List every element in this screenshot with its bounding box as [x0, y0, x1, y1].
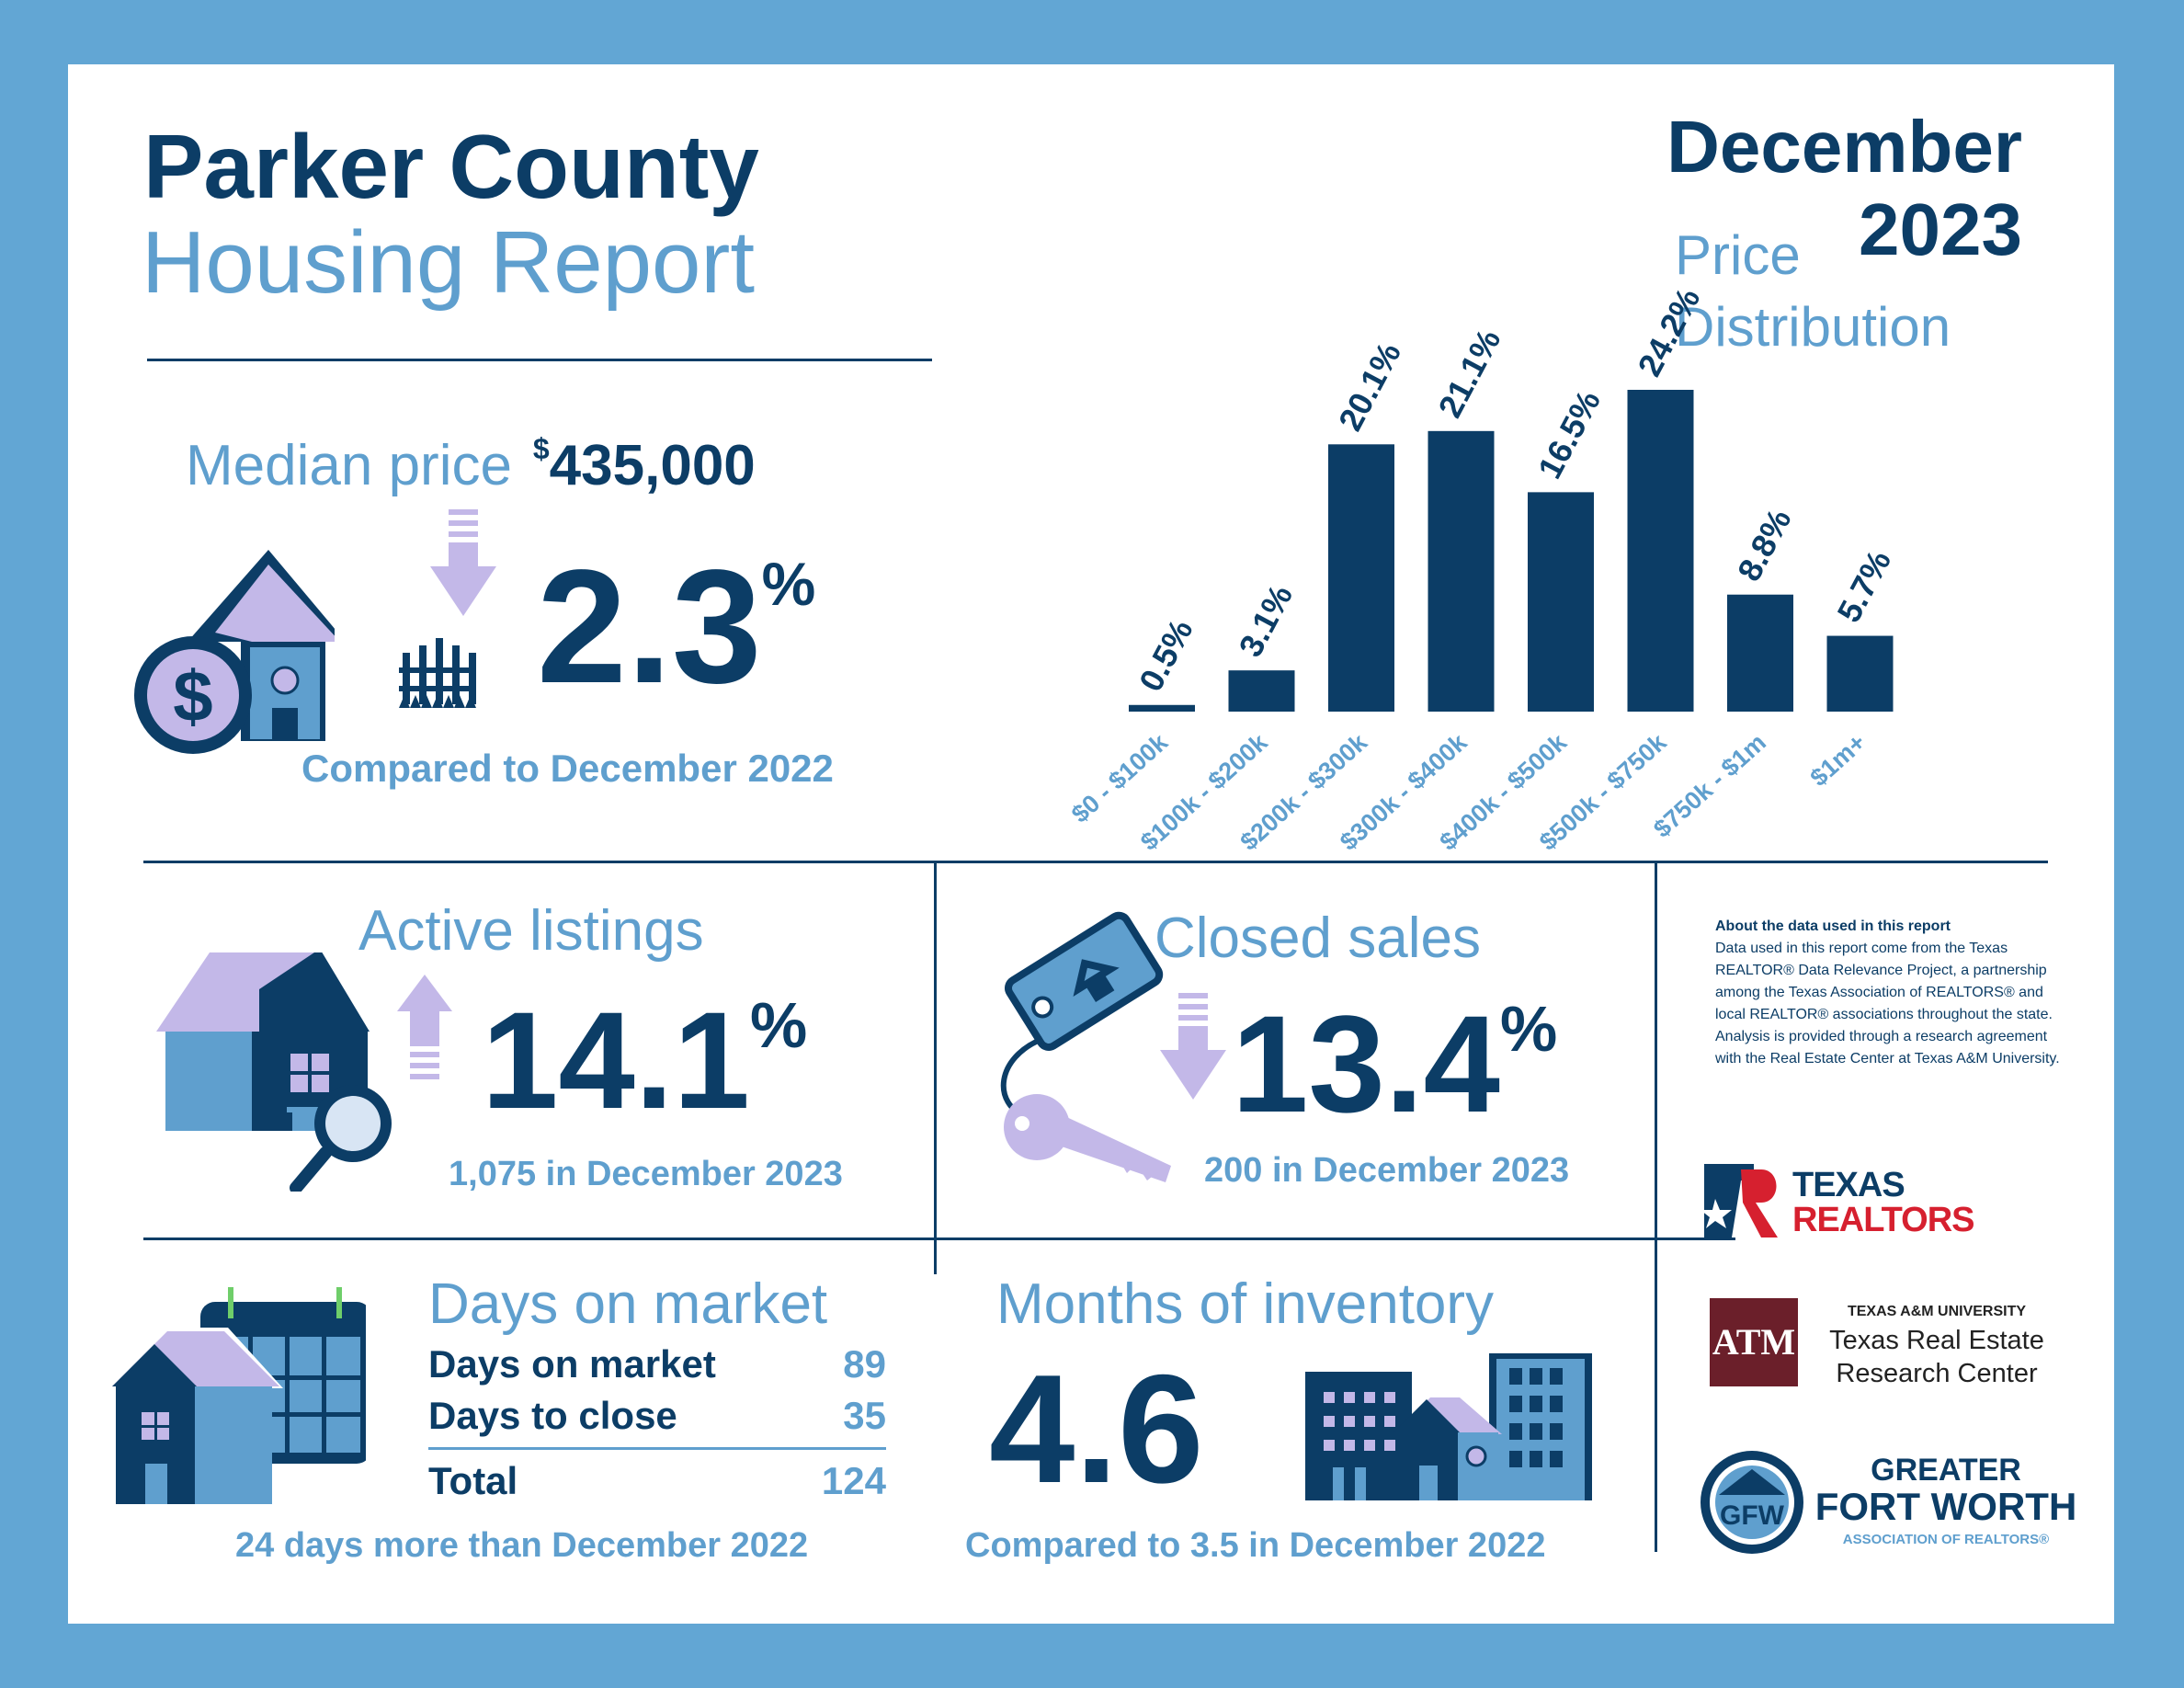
gfw-mark-icon: GFW [1701, 1451, 1803, 1554]
gfw-line2: FORT WORTH [1814, 1485, 2077, 1528]
bar-4 [1528, 492, 1594, 712]
price-distribution-title-1: Price [1675, 224, 1801, 286]
days-table: Days on market 89 Days to close 35 Total… [428, 1342, 886, 1511]
section-divider-top [143, 861, 2048, 863]
months-inventory-label: Months of inventory [996, 1272, 1495, 1336]
days-total-label: Total [428, 1459, 518, 1502]
median-price-line: Median price $435,000 [186, 434, 756, 495]
days-row-value: 35 [843, 1394, 886, 1437]
price-distribution-title-2: Distribution [1675, 296, 1951, 358]
bar-value-label-2: 20.1% [1331, 336, 1408, 437]
texas-realtors-logo: TEXAS REALTORS [1704, 1164, 1980, 1243]
category-label-7: $1m+ [1805, 728, 1871, 792]
gfw-line1: GREATER [1871, 1453, 2021, 1488]
title-divider [147, 359, 932, 361]
days-total-divider [428, 1447, 886, 1450]
active-listings-change-unit: % [749, 989, 808, 1061]
days-row: Days on market 89 [428, 1342, 886, 1394]
closed-sales-label: Closed sales [1155, 907, 1481, 970]
median-price-change: 2.3% [537, 546, 815, 708]
bar-value-label-3: 21.1% [1430, 323, 1507, 423]
arrow-up-icon [397, 975, 452, 1079]
tamu-mark: ATM [1710, 1298, 1798, 1386]
about-body: Data used in this report come from the T… [1715, 941, 2060, 1066]
tamu-logo: ATM TEXAS A&M UNIVERSITY Texas Real Esta… [1710, 1298, 2059, 1390]
days-on-market-title: Days on market [428, 1272, 828, 1336]
tamu-line1: Texas Real Estate [1829, 1326, 2044, 1355]
days-total-row: Total 124 [428, 1459, 886, 1511]
closed-sales-change-number: 13.4 [1232, 987, 1500, 1141]
buildings-icon [1305, 1353, 1592, 1500]
median-price-change-number: 2.3 [537, 537, 762, 717]
section-divider-middle [143, 1237, 1735, 1240]
about-section: About the data used in this report Data … [1715, 916, 2065, 1070]
about-heading: About the data used in this report [1715, 918, 1951, 934]
days-total-value: 124 [821, 1459, 886, 1502]
days-row-name: Days on market [428, 1342, 716, 1386]
column-divider-left [934, 861, 937, 1274]
report-title-subtitle: Housing Report [142, 213, 756, 312]
months-inventory-value: 4.6 [989, 1342, 1204, 1515]
column-divider-right [1655, 861, 1657, 1552]
report-title-county: Parker County [143, 116, 759, 217]
bar-value-label-0: 0.5% [1132, 613, 1200, 698]
house-search-icon [156, 952, 392, 1192]
gfw-logo: GFW GREATER FORT WORTH ASSOCIATION OF RE… [1697, 1447, 2083, 1557]
category-label-0: $0 - $100k [1066, 728, 1174, 828]
days-on-market-comparison: 24 days more than December 2022 [235, 1526, 809, 1565]
bar-6 [1727, 594, 1793, 712]
bar-2 [1328, 444, 1394, 712]
days-row: Days to close 35 [428, 1394, 886, 1447]
gfw-line3: ASSOCIATION OF REALTORS® [1842, 1532, 2050, 1547]
median-price-currency: $ [532, 432, 550, 465]
days-row-name: Days to close [428, 1394, 677, 1437]
svg-text:$: $ [173, 656, 212, 736]
bar-7 [1826, 635, 1894, 712]
gfw-mark: GFW [1720, 1500, 1785, 1531]
tamu-line2: Research Center [1836, 1359, 2038, 1388]
bar-value-label-7: 5.7% [1829, 544, 1898, 629]
closed-sales-change: 13.4% [1232, 995, 1557, 1133]
bar-0 [1129, 704, 1195, 712]
active-listings-detail: 1,075 in December 2023 [449, 1155, 843, 1193]
bar-value-label-5: 24.2% [1630, 281, 1707, 382]
fence-icon [399, 638, 476, 708]
closed-sales-detail: 200 in December 2023 [1204, 1151, 1570, 1190]
house-dollar-icon: $ [134, 550, 335, 754]
days-row-value: 89 [843, 1342, 886, 1386]
texas-realtors-line1: TEXAS [1792, 1166, 1905, 1204]
bar-1 [1228, 670, 1295, 712]
key-tag-icon [1000, 911, 1171, 1182]
active-listings-change: 14.1% [482, 991, 807, 1129]
closed-sales-change-unit: % [1499, 993, 1558, 1065]
report-card: Parker County Housing Report December 20… [68, 64, 2114, 1624]
texas-realtors-line2: REALTORS [1792, 1201, 1974, 1239]
median-price-comparison: Compared to December 2022 [301, 747, 834, 790]
median-price-change-unit: % [761, 550, 816, 618]
bar-5 [1627, 390, 1694, 712]
calendar-house-icon [108, 1287, 366, 1504]
arrow-down-icon [430, 509, 496, 616]
median-price-label: Median price [186, 434, 512, 497]
bar-value-label-1: 3.1% [1231, 578, 1300, 663]
closed-sales-arrow-down-icon [1160, 993, 1226, 1100]
texas-realtors-mark-icon [1704, 1164, 1778, 1237]
bar-value-label-4: 16.5% [1530, 384, 1608, 485]
tamu-small-label: TEXAS A&M UNIVERSITY [1847, 1304, 2027, 1319]
report-month: December [1666, 106, 2022, 188]
months-inventory-comparison: Compared to 3.5 in December 2022 [965, 1526, 1546, 1565]
active-listings-label: Active listings [358, 899, 704, 963]
bar-value-label-6: 8.8% [1730, 503, 1799, 587]
active-listings-change-number: 14.1 [482, 983, 750, 1137]
median-price-value: 435,000 [549, 434, 756, 497]
report-year: 2023 [1859, 188, 2022, 270]
bar-3 [1428, 430, 1495, 712]
